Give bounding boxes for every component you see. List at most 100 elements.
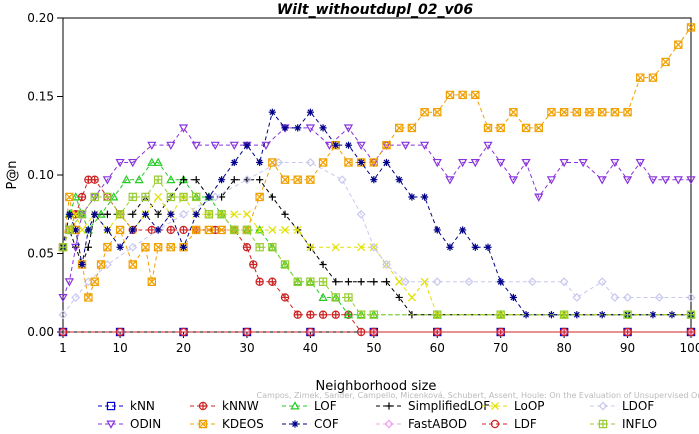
data-point [153, 157, 163, 166]
data-point [166, 174, 176, 184]
data-point [230, 225, 239, 235]
data-point [103, 210, 112, 218]
data-point [559, 327, 569, 337]
data-point [128, 192, 137, 202]
legend-item: LDOF [590, 399, 654, 413]
data-point [458, 90, 467, 100]
legend-label: kNN [130, 399, 155, 413]
data-point [179, 209, 188, 219]
data-point [610, 158, 620, 168]
data-point [547, 108, 556, 117]
data-point [509, 108, 518, 117]
data-point [331, 310, 340, 319]
data-point [419, 141, 430, 151]
data-point [306, 310, 315, 319]
data-point [686, 23, 696, 32]
data-point [153, 175, 163, 184]
series-odin [58, 124, 696, 303]
x-axis: 1 10 20 30 40 50 60 70 80 90 100 [59, 331, 699, 355]
data-point [471, 90, 480, 100]
data-point [90, 277, 99, 286]
data-point [636, 73, 645, 82]
data-point [597, 176, 607, 185]
data-point [484, 243, 492, 251]
data-point [654, 293, 664, 302]
legend-marker [291, 420, 299, 428]
data-point [141, 210, 150, 218]
legend-label: FastABOD [408, 417, 467, 431]
data-point [210, 141, 220, 151]
series-ldf [58, 327, 696, 337]
data-point [293, 310, 302, 319]
data-point [420, 277, 429, 286]
data-point [210, 192, 220, 202]
data-point [395, 123, 404, 133]
data-point [370, 176, 378, 184]
data-point [255, 192, 264, 202]
legend-marker [106, 401, 116, 411]
data-point [356, 310, 366, 319]
data-point [324, 141, 335, 151]
data-point [102, 176, 113, 185]
data-point [84, 293, 93, 302]
data-point [381, 141, 392, 151]
data-point [65, 225, 74, 235]
data-point [649, 311, 657, 319]
x-axis-label: Neighborhood size [316, 379, 437, 394]
legend-marker [290, 401, 300, 410]
data-point [356, 209, 366, 219]
data-point [217, 210, 226, 219]
data-point [192, 192, 201, 202]
data-point [407, 293, 416, 302]
data-point [382, 158, 391, 167]
legend: kNN kNNW LOF SimplifiedLOF LoOP LDOF ODIN KDEOS… [98, 399, 657, 431]
data-point [128, 260, 137, 269]
data-point [319, 260, 327, 269]
chart-title: Wilt_withoutdupl_02_v06 [277, 2, 474, 18]
legend-marker [490, 419, 500, 429]
data-point [153, 243, 163, 252]
legend-item: KDEOS [190, 417, 264, 431]
data-point [179, 176, 188, 184]
series-ldof [58, 157, 696, 320]
data-point [395, 277, 404, 286]
data-point [337, 175, 347, 185]
data-point [242, 327, 252, 337]
data-point [331, 243, 340, 252]
data-point [318, 277, 328, 286]
data-point [154, 210, 162, 218]
data-point [65, 192, 74, 202]
y-tick-label: 0.00 [27, 325, 54, 339]
data-point [433, 226, 441, 234]
data-point [141, 192, 150, 202]
data-point [686, 176, 696, 185]
data-point [610, 108, 620, 117]
legend-item: INFLO [590, 417, 657, 431]
data-point [343, 309, 354, 319]
data-point [192, 210, 200, 218]
data-point [521, 123, 531, 133]
legend-marker [384, 419, 394, 429]
data-point [400, 141, 411, 151]
data-point [217, 225, 226, 235]
data-point [522, 311, 530, 319]
data-point [84, 226, 92, 234]
legend-marker [198, 419, 208, 429]
data-point [344, 278, 353, 286]
data-point [623, 108, 632, 117]
data-point [464, 277, 474, 287]
data-point [77, 210, 87, 219]
x-tick-label: 40 [303, 341, 318, 355]
data-point [268, 277, 277, 286]
data-point [293, 175, 302, 184]
data-point [204, 225, 214, 235]
data-point [64, 278, 74, 287]
data-point [572, 293, 582, 302]
data-point [116, 243, 124, 251]
data-point [686, 327, 696, 337]
data-point [84, 243, 92, 251]
data-point [115, 225, 125, 235]
legend-label: SimplifiedLOF [408, 399, 490, 413]
series-line [62, 179, 691, 316]
data-point [578, 158, 588, 168]
